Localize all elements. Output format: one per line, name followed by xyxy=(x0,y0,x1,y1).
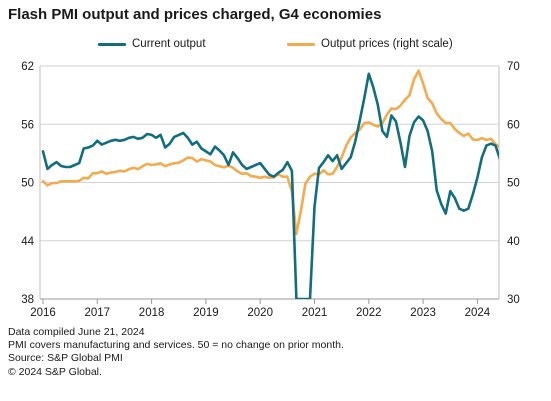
right-tick-30: 30 xyxy=(507,294,520,306)
legend: Current output Output prices (right scal… xyxy=(0,38,551,54)
right-axis-ticks: 70 60 50 40 30 xyxy=(507,61,520,306)
x-tick-2024: 2024 xyxy=(465,307,491,319)
left-tick-44: 44 xyxy=(21,236,34,248)
left-tick-38: 38 xyxy=(21,294,34,306)
legend-label-output-prices: Output prices (right scale) xyxy=(321,38,453,50)
legend-item-output-prices: Output prices (right scale) xyxy=(287,38,453,50)
x-tick-2020: 2020 xyxy=(247,307,273,319)
right-tick-60: 60 xyxy=(507,119,520,131)
series-lines xyxy=(41,69,499,299)
right-tick-50: 50 xyxy=(507,178,520,190)
legend-label-current-output: Current output xyxy=(132,38,206,50)
left-tick-62: 62 xyxy=(21,61,34,73)
note-compiled: Data compiled June 21, 2024 xyxy=(8,326,145,338)
right-tick-70: 70 xyxy=(507,61,520,73)
x-tick-2023: 2023 xyxy=(410,307,436,319)
legend-item-current-output: Current output xyxy=(98,38,206,50)
note-source: Source: S&P Global PMI xyxy=(8,352,123,365)
left-tick-56: 56 xyxy=(21,119,34,131)
x-tick-2017: 2017 xyxy=(85,307,111,319)
series-line-current-output xyxy=(41,72,499,299)
left-tick-50: 50 xyxy=(21,178,34,190)
series-line-output-prices xyxy=(41,69,499,236)
note-copyright: © 2024 S&P Global. xyxy=(8,365,102,378)
note-coverage: PMI covers manufacturing and services. 5… xyxy=(8,339,344,352)
x-tick-2019: 2019 xyxy=(193,307,219,319)
right-tick-40: 40 xyxy=(507,236,520,248)
x-axis-ticks: 2016 2017 2018 2019 2020 2021 2022 2023 2024 xyxy=(30,299,491,319)
chart-title: Flash PMI output and prices charged, G4 … xyxy=(8,6,382,23)
left-axis-ticks: 62 56 50 44 38 xyxy=(21,61,34,306)
x-tick-2021: 2021 xyxy=(302,307,328,319)
x-tick-2016: 2016 xyxy=(30,307,56,319)
chart-notes: Data compiled June 21, 2024 PMI covers m… xyxy=(8,326,344,379)
x-tick-2022: 2022 xyxy=(356,307,382,319)
legend-swatch-output-prices xyxy=(287,42,315,46)
legend-swatch-current-output xyxy=(98,42,126,46)
x-tick-2018: 2018 xyxy=(139,307,165,319)
axes xyxy=(39,66,500,300)
